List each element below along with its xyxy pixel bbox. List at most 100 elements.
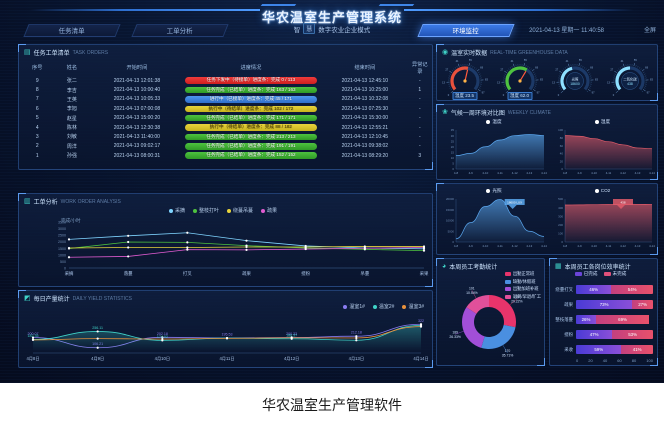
daily-yield-chart: 200.07106.21202.18195.53200.33212.183221… [26, 319, 428, 362]
svg-text:4-12: 4-12 [512, 171, 518, 175]
weekly-climate-subtitle: WEEKLY CLIMATE [507, 109, 551, 116]
svg-text:40: 40 [560, 152, 564, 156]
light-legend-label: 光照 [492, 188, 502, 193]
tab-task-list[interactable]: 任务清单 [23, 24, 121, 37]
cell-name: 赵星 [66, 115, 77, 122]
cell-status: 执行中（待结单）进度条：完成 88 / 182 [182, 123, 320, 132]
page-subtitle: 智 慧 数字农业企业模式 [0, 23, 664, 34]
cell-status: 任务完成（已结单）进度条：完成 152 / 152 [182, 151, 320, 160]
svg-text:4月14日: 4月14日 [413, 356, 428, 362]
svg-text:200.33: 200.33 [286, 332, 297, 336]
legend-item[interactable]: 缺勤/休假班 [504, 279, 541, 285]
svg-text:4-8: 4-8 [563, 244, 568, 248]
legend-item[interactable]: 出勤加班补班 [504, 286, 541, 292]
fullscreen-button[interactable]: 全屏 [643, 28, 656, 34]
svg-text:4-8: 4-8 [454, 244, 459, 248]
legend-item[interactable]: 迟到/早退/旷工 [504, 294, 541, 300]
legend-item[interactable]: 未完成 [603, 271, 626, 276]
cell-status: 任务完成（已结单）进度条：完成 163 / 163 [182, 85, 320, 94]
svg-text:4月11日: 4月11日 [219, 356, 234, 362]
tab-env-monitor[interactable]: 环境监控 [417, 24, 515, 37]
task-order-subtitle: TASK ORDERS [72, 49, 109, 56]
svg-text:4-12: 4-12 [512, 244, 518, 248]
bar-track: 59% 41% [576, 345, 653, 354]
daily-yield-title-text: 每日产量统计 [33, 297, 70, 303]
legend-label: 出勤正常班 [512, 271, 535, 276]
svg-text:69: 69 [480, 65, 483, 69]
bar-segment: 69% [596, 315, 650, 324]
cell-error: 3 [418, 152, 422, 159]
cell-start: 2021-04-13 10:05:33 [113, 96, 161, 103]
realtime-data-panel: ◉ 温室实时数据 REAL-TIME GREENHOUSE DATA 0 13 27… [436, 44, 658, 101]
table-row[interactable]: 4 陈林 2021-04-13 12:30:38 执行中（待结单）进度条：完成 88 … [23, 123, 430, 132]
svg-text:400: 400 [558, 206, 563, 210]
svg-text:182.35: 182.35 [28, 334, 39, 338]
legend-item[interactable]: 采摘 [169, 207, 185, 214]
cell-no: 7 [35, 96, 39, 103]
figure-caption: 华农温室生产管理软件 [262, 397, 402, 413]
legend-item[interactable]: 温室2# [372, 303, 395, 310]
svg-text:35: 35 [451, 128, 455, 132]
legend-item[interactable]: 温室3# [402, 303, 424, 310]
svg-text:4-10: 4-10 [591, 244, 597, 248]
legend-item[interactable]: 已完成 [574, 271, 598, 276]
daily-yield-legend: 温室1# 温室2# 温室3# [343, 303, 424, 310]
table-header-row: 序号 姓名 开始时间 进度情况 结束时间 异常记录 [23, 59, 430, 76]
tab-order-analysis[interactable]: 工单分析 [131, 24, 229, 37]
legend-item[interactable]: 疏果 [261, 207, 277, 214]
bars-icon: ▦ [555, 263, 562, 270]
svg-text:授粉: 授粉 [301, 270, 310, 277]
svg-text:0: 0 [64, 267, 66, 271]
bar-row: 整枝落蔓 26% 69% [554, 313, 653, 326]
svg-text:4-14: 4-14 [541, 244, 547, 248]
legend-item[interactable]: 出勤正常班 [504, 271, 541, 277]
legend-label: 温室2# [378, 304, 395, 310]
svg-text:60: 60 [560, 144, 564, 148]
svg-text:83: 83 [650, 78, 653, 82]
svg-text:27: 27 [500, 68, 503, 72]
table-column-header: 序号 [32, 65, 43, 71]
legend-item[interactable]: 绕蔓吊蔓 [227, 207, 253, 214]
table-row[interactable]: 5 赵星 2021-04-13 15:00:20 任务完成（已结单）进度条：完成 17… [23, 114, 430, 123]
svg-text:10: 10 [451, 156, 455, 160]
bar-category-label: 绕蔓打叉 [555, 286, 573, 292]
svg-text:30: 30 [451, 134, 455, 138]
svg-text:27: 27 [555, 68, 558, 72]
task-order-table: 序号 姓名 开始时间 进度情况 结束时间 异常记录 9 张二 2021-04-13 12:01… [23, 59, 430, 160]
table-row[interactable]: 3 刘敏 2021-04-13 11:40:00 任务完成（已结单）进度条：完成 21… [23, 132, 430, 141]
gauge-value-chip: 湿度 62.0 [506, 92, 533, 100]
table-row[interactable]: 8 李吉 2021-04-13 10:00:40 任务完成（已结单）进度条：完成 16… [23, 85, 430, 94]
bar-row: 绕蔓打叉 46% 54% [554, 283, 653, 296]
svg-text:13: 13 [607, 80, 610, 84]
svg-text:20: 20 [451, 145, 455, 149]
table-column-header: 开始时间 [126, 65, 148, 71]
bar-icon: ▥ [24, 198, 31, 205]
status-badge: 任务完成（已结单）进度条：完成 152 / 152 [184, 152, 318, 159]
table-body: 9 张二 2021-04-13 12:01:38 任务下发中（待接单）进度条：完成 0… [23, 76, 430, 160]
svg-text:4-13: 4-13 [635, 244, 641, 248]
svg-text:438: 438 [627, 82, 633, 86]
svg-text:69: 69 [590, 65, 593, 69]
legend-item[interactable]: 整枝打叶 [193, 207, 219, 214]
humidity-chart: 0 20 40 60 80 100 4-8 4-9 4-10 4-11 4-12 4-13 4-14 [558, 128, 655, 175]
daily-yield-panel-title: ◩ 每日产量统计 DAILY YIELD STATISTICS [24, 294, 132, 303]
cell-no: 1 [35, 152, 39, 159]
svg-text:0: 0 [447, 93, 449, 97]
svg-text:41: 41 [565, 59, 568, 63]
svg-text:4-14: 4-14 [649, 244, 655, 248]
table-row[interactable]: 6 李旭 2021-04-13 07:00:08 执行中（待结单）进度条：完成 102… [23, 104, 430, 113]
svg-text:41: 41 [455, 59, 458, 63]
svg-text:180: 180 [514, 295, 520, 299]
legend-item[interactable]: 温室1# [343, 303, 365, 310]
table-row[interactable]: 7 王英 2021-04-13 10:05:33 进行中（已接单）进度条：完成 45 … [23, 95, 430, 104]
cell-start: 2021-04-13 12:30:38 [113, 124, 161, 131]
svg-text:438: 438 [620, 200, 625, 204]
table-row[interactable]: 2 周洋 2021-04-13 09:02:17 任务完成（已结单）进度条：完成 19… [23, 142, 430, 151]
table-row[interactable]: 9 张二 2021-04-13 12:01:38 任务下发中（待接单）进度条：完成 0… [23, 76, 430, 85]
bar-segment: 47% [576, 330, 613, 339]
svg-text:15000: 15000 [446, 208, 454, 212]
table-row[interactable]: 1 孙强 2021-04-13 08:00:31 任务完成（已结单）进度条：完成 15… [23, 151, 430, 160]
weekly-climate-title-text: 气候一周环境对比图 [450, 111, 505, 117]
cell-status: 任务完成（已结单）进度条：完成 213 / 213 [182, 132, 320, 141]
